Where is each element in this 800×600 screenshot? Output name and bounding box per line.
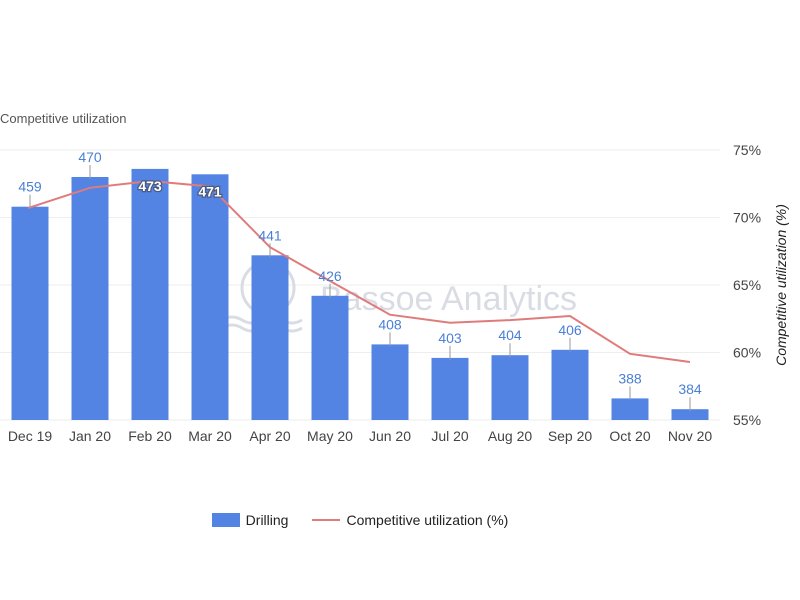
legend-bar-swatch — [211, 513, 240, 527]
legend-line-swatch — [312, 519, 341, 521]
legend-label-drilling: Drilling — [245, 512, 289, 528]
x-tick-label: Jan 20 — [69, 428, 111, 444]
bar-value-label: 471 — [198, 183, 222, 199]
utilization-line[interactable] — [27, 180, 691, 363]
bar-value-label: 426 — [318, 268, 342, 284]
legend-label-utilization: Competitive utilization (%) — [346, 512, 509, 528]
bar-drilling[interactable] — [131, 168, 169, 420]
y-tick-label: 60% — [733, 345, 761, 361]
bar-drilling[interactable] — [311, 295, 349, 420]
legend-item-utilization[interactable]: Competitive utilization (%) — [312, 512, 508, 528]
bar-drilling[interactable] — [371, 344, 409, 420]
bar-drilling[interactable] — [611, 398, 649, 420]
x-axis-ticks: Dec 19 Jan 20 Feb 20 Mar 20 Apr 20 May 20 Jun … — [8, 428, 713, 444]
legend-item-drilling[interactable]: Drilling — [211, 512, 289, 528]
bar-value-label: 403 — [438, 330, 462, 346]
bar-value-label: 406 — [558, 322, 582, 338]
x-tick-label: Dec 19 — [8, 428, 53, 444]
grid — [0, 149, 720, 421]
x-tick-label: May 20 — [307, 428, 353, 444]
bars — [11, 168, 709, 420]
line-series — [27, 180, 691, 363]
x-tick-label: Oct 20 — [609, 428, 650, 444]
bar-value-label: 384 — [678, 381, 702, 397]
bar-drilling[interactable] — [11, 206, 49, 420]
y-tick-label: 65% — [733, 277, 761, 293]
x-tick-label: Feb 20 — [128, 428, 172, 444]
y-axis-title-right: Competitive utilization (%) — [773, 204, 789, 366]
y-axis-ticks: 75% 70% 65% 60% 55% — [733, 142, 761, 428]
bar-value-label: 473 — [138, 178, 162, 194]
bar-value-label: 459 — [18, 179, 42, 195]
legend: Drilling Competitive utilization (%) — [0, 512, 720, 528]
x-tick-label: Mar 20 — [188, 428, 232, 444]
chart-title: Competitive utilization — [0, 111, 127, 126]
x-tick-label: Sep 20 — [548, 428, 593, 444]
x-tick-label: Aug 20 — [488, 428, 533, 444]
y-tick-label: 55% — [733, 412, 761, 428]
data-labels: 459 470 473 471 441 426 408 403 404 406 388 384 — [18, 149, 702, 412]
y-tick-label: 70% — [733, 210, 761, 226]
bar-value-label: 408 — [378, 316, 402, 332]
bar-value-label: 470 — [78, 149, 102, 165]
bar-value-label: 441 — [258, 227, 282, 243]
x-tick-label: Apr 20 — [249, 428, 290, 444]
bar-drilling[interactable] — [671, 409, 709, 420]
x-tick-label: Nov 20 — [668, 428, 713, 444]
x-tick-label: Jul 20 — [431, 428, 469, 444]
bar-drilling[interactable] — [551, 349, 589, 420]
y-tick-label: 75% — [733, 142, 761, 158]
bar-drilling[interactable] — [491, 355, 529, 420]
bar-drilling[interactable] — [431, 357, 469, 420]
bar-drilling[interactable] — [191, 174, 229, 420]
bar-value-label: 388 — [618, 370, 642, 386]
bar-drilling[interactable] — [251, 255, 289, 420]
x-tick-label: Jun 20 — [369, 428, 411, 444]
bar-value-label: 404 — [498, 327, 522, 343]
bar-drilling[interactable] — [71, 177, 109, 420]
watermark-text: Bassoe Analytics — [320, 280, 577, 318]
